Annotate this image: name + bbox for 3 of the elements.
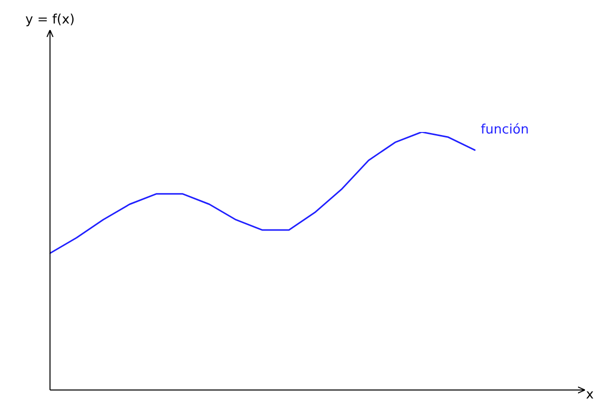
series-label: función xyxy=(480,122,529,138)
x-axis-title: x xyxy=(586,387,594,402)
text: y = f(x) xyxy=(25,12,75,28)
